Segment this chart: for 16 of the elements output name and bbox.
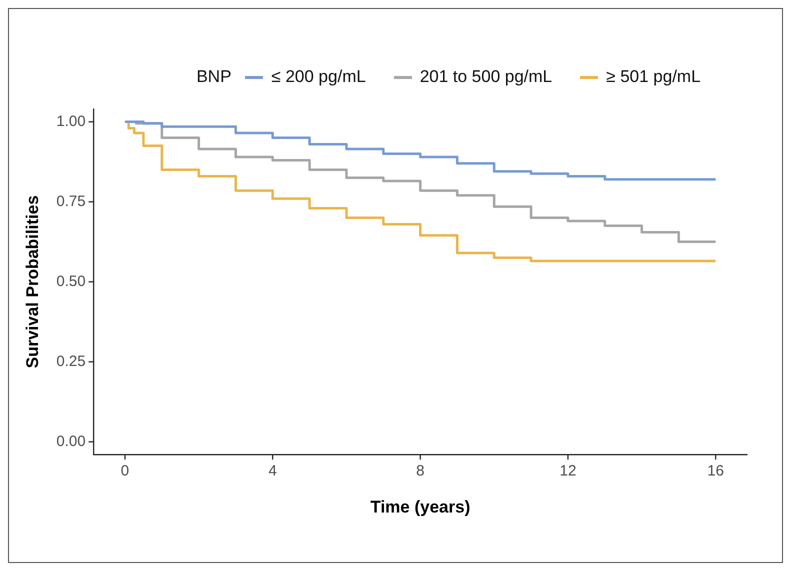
legend-label: ≥ 501 pg/mL bbox=[606, 67, 701, 87]
y-tick-label: 0.75 bbox=[56, 192, 86, 210]
x-tick-label: 8 bbox=[416, 462, 424, 480]
x-tick-label: 0 bbox=[120, 462, 130, 480]
x-axis-title: Time (years) bbox=[370, 497, 470, 516]
x-tick-label: 4 bbox=[268, 462, 277, 480]
y-tick-label: 0.50 bbox=[56, 272, 86, 290]
y-tick-label: 0.25 bbox=[56, 352, 86, 370]
x-tick-label: 12 bbox=[560, 462, 576, 480]
y-axis-title: Survival Probabilities bbox=[22, 195, 42, 368]
legend-title: BNP bbox=[196, 67, 232, 87]
legend-label: 201 to 500 pg/mL bbox=[420, 67, 552, 87]
x-tick-label: 16 bbox=[707, 462, 724, 480]
legend-label: ≤ 200 pg/mL bbox=[271, 67, 366, 87]
y-tick-label: 1.00 bbox=[56, 112, 86, 130]
y-tick-label: 0.00 bbox=[56, 432, 86, 450]
